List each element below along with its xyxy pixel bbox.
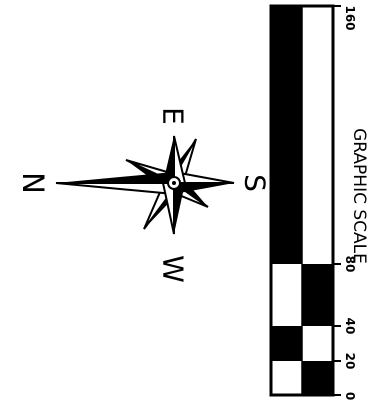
scale-tick-label: 160 bbox=[343, 5, 357, 30]
scale-segment bbox=[302, 264, 333, 326]
graphic-scale-bar bbox=[269, 4, 341, 397]
compass-point-south-dark bbox=[174, 183, 234, 194]
scale-segment bbox=[271, 326, 302, 361]
compass-point-west bbox=[174, 183, 185, 234]
compass-label-west: W bbox=[157, 255, 190, 283]
scale-tick-label: 0 bbox=[343, 392, 357, 400]
compass-rose-icon bbox=[55, 135, 235, 235]
scale-tick-label: 80 bbox=[343, 256, 357, 273]
scale-title: GRAPHIC SCALE bbox=[349, 128, 369, 264]
compass-label-north: N bbox=[16, 172, 50, 194]
compass-label-east: E bbox=[157, 107, 190, 125]
scale-segment bbox=[302, 326, 333, 361]
scale-tick-label: 40 bbox=[343, 318, 357, 335]
scale-segment bbox=[271, 264, 302, 326]
scale-segment bbox=[302, 361, 333, 395]
scale-segment bbox=[302, 6, 333, 264]
scale-tick-label: 20 bbox=[343, 353, 357, 370]
compass-point-west-light bbox=[161, 182, 175, 235]
compass-label-south: S bbox=[239, 174, 272, 192]
scale-segment bbox=[271, 6, 302, 264]
compass-hub-dot bbox=[172, 181, 176, 185]
compass-point-east bbox=[163, 136, 174, 183]
scale-segment bbox=[271, 361, 302, 395]
compass-point-north bbox=[56, 172, 174, 183]
compass-point-north-light bbox=[55, 182, 175, 196]
